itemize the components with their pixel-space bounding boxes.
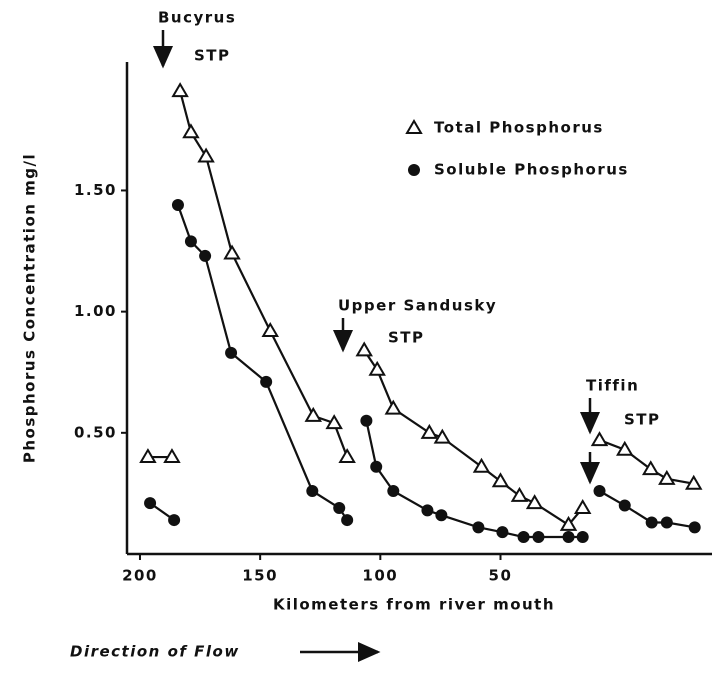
point	[168, 514, 181, 527]
legend-marker	[405, 119, 423, 134]
point	[510, 486, 529, 502]
legend-label: Total Phosphorus	[434, 119, 604, 137]
point	[225, 346, 238, 359]
x-tick-label: 50	[489, 567, 513, 585]
annotation: Upper Sandusky	[338, 297, 497, 315]
point	[197, 147, 215, 163]
point	[616, 440, 634, 456]
x-tick-label: 100	[362, 567, 398, 585]
point	[144, 497, 157, 510]
point	[223, 244, 241, 260]
point	[472, 457, 491, 473]
x-tick-label: 150	[242, 567, 278, 585]
y-tick-label: 0.50	[74, 423, 117, 441]
point	[496, 526, 509, 539]
point	[325, 414, 343, 430]
annotation: STP	[624, 411, 661, 429]
point	[573, 498, 592, 514]
point	[360, 414, 373, 427]
point	[576, 531, 589, 544]
point	[421, 504, 434, 517]
point	[163, 448, 181, 464]
point	[435, 509, 448, 522]
annotation: STP	[194, 47, 231, 65]
y-tick-label: 1.50	[74, 181, 117, 199]
point	[341, 514, 354, 527]
point	[184, 235, 197, 248]
point	[306, 484, 319, 497]
point	[355, 341, 373, 357]
point	[139, 448, 157, 464]
point	[171, 198, 184, 211]
legend-label: Soluble Phosphorus	[434, 161, 629, 179]
point	[368, 360, 386, 376]
point	[645, 516, 658, 529]
point	[562, 531, 575, 544]
point	[261, 322, 279, 338]
point	[618, 499, 631, 512]
point	[370, 460, 383, 473]
y-tick-label: 1.00	[74, 302, 117, 320]
point	[559, 515, 578, 531]
point	[384, 399, 403, 415]
point	[338, 448, 356, 464]
annotation: Bucyrus	[158, 9, 236, 27]
footer: Direction of Flow	[70, 643, 240, 661]
point	[171, 82, 189, 98]
y-axis-label: Phosphorus Concentration mg/l	[21, 153, 39, 463]
point	[420, 423, 439, 439]
x-tick-label: 200	[122, 567, 158, 585]
series-line	[147, 90, 694, 527]
point	[590, 431, 609, 447]
annotation: Tiffin	[586, 377, 639, 395]
x-axis-label: Kilometers from river mouth	[273, 596, 555, 614]
point	[472, 521, 485, 534]
point	[641, 460, 660, 476]
annotation: STP	[388, 329, 425, 347]
point	[684, 474, 703, 490]
point	[304, 406, 323, 422]
point	[260, 375, 273, 388]
point	[199, 249, 212, 262]
point	[491, 472, 510, 488]
point	[658, 469, 676, 485]
point	[182, 123, 200, 139]
legend-marker	[408, 164, 420, 176]
point	[433, 428, 452, 444]
point	[593, 484, 606, 497]
point	[660, 516, 673, 529]
point	[525, 494, 544, 510]
series-line	[149, 204, 695, 539]
point	[688, 521, 701, 534]
point	[333, 501, 346, 514]
point	[517, 531, 530, 544]
point	[532, 531, 545, 544]
point	[387, 484, 400, 497]
